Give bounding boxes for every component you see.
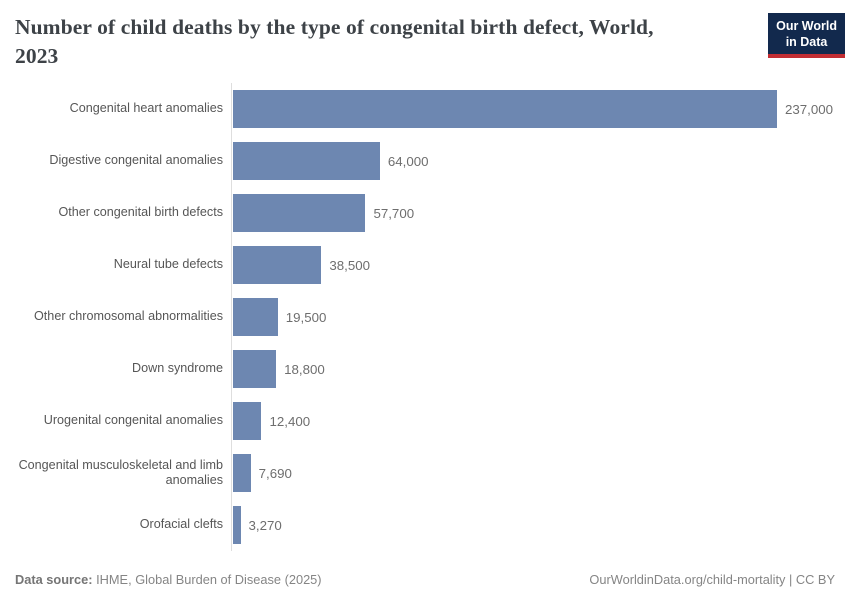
value-label: 57,700 xyxy=(373,205,415,221)
data-source: Data source: IHME, Global Burden of Dise… xyxy=(15,572,322,587)
chart-title-line1: Number of child deaths by the type of co… xyxy=(15,15,654,39)
chart-title-line2: 2023 xyxy=(15,44,59,69)
bar-area: 237,000 xyxy=(233,90,835,129)
chart-title: Number of child deaths by the type of co… xyxy=(15,13,654,71)
value-label: 12,400 xyxy=(269,413,311,429)
bar-area: 19,500 xyxy=(233,298,835,337)
bar[interactable] xyxy=(233,246,322,285)
data-source-text: IHME, Global Burden of Disease (2025) xyxy=(92,572,322,587)
value-label: 38,500 xyxy=(329,257,371,273)
bar-area: 57,700 xyxy=(233,194,835,233)
value-label: 64,000 xyxy=(387,153,429,169)
bar-row: Congenital heart anomalies 237,000 xyxy=(15,83,835,135)
bar-row: Congenital musculoskeletal and limb anom… xyxy=(15,447,835,499)
bar[interactable] xyxy=(233,142,380,181)
value-label: 18,800 xyxy=(284,361,325,377)
bar[interactable] xyxy=(233,506,241,545)
bar-area: 12,400 xyxy=(233,402,835,441)
bar-row: Orofacial clefts 3,270 xyxy=(15,499,835,551)
bar[interactable] xyxy=(233,350,277,389)
bar[interactable] xyxy=(233,454,251,493)
value-label: 3,270 xyxy=(248,517,282,533)
bar-row: Digestive congenital anomalies 64,000 xyxy=(15,135,835,187)
bars-container: Congenital heart anomalies 237,000 Digesti… xyxy=(15,83,835,551)
header: Number of child deaths by the type of co… xyxy=(0,0,850,71)
owid-logo[interactable]: Our World in Data xyxy=(768,13,845,58)
data-source-label: Data source: xyxy=(15,572,93,587)
category-label: Other congenital birth defects xyxy=(58,205,223,220)
category-label: Orofacial clefts xyxy=(139,517,223,532)
category-label: Neural tube defects xyxy=(113,257,223,272)
footer-links: OurWorldinData.org/child-mortality | CC … xyxy=(589,572,835,587)
category-label: Down syndrome xyxy=(132,361,223,376)
bar-area: 18,800 xyxy=(233,350,835,389)
owid-logo-line1: Our World xyxy=(776,19,837,33)
bar-area: 3,270 xyxy=(233,506,835,545)
bar-row: Neural tube defects 38,500 xyxy=(15,239,835,291)
footer: Data source: IHME, Global Burden of Dise… xyxy=(15,572,835,587)
category-label: Congenital heart anomalies xyxy=(69,101,223,116)
category-label: Urogenital congenital anomalies xyxy=(43,413,223,428)
category-label: Other chromosomal abnormalities xyxy=(34,309,223,324)
bar[interactable] xyxy=(233,194,366,233)
category-label: Congenital musculoskeletal and limb anom… xyxy=(18,457,223,488)
bar-row: Other chromosomal abnormalities 19,500 xyxy=(15,291,835,343)
value-label: 7,690 xyxy=(258,465,292,481)
bar-area: 38,500 xyxy=(233,246,835,285)
bar-row: Urogenital congenital anomalies 12,400 xyxy=(15,395,835,447)
bar-area: 7,690 xyxy=(233,454,835,493)
footer-separator: | xyxy=(785,572,796,587)
bar[interactable] xyxy=(233,90,777,129)
bar-chart: Congenital heart anomalies 237,000 Digesti… xyxy=(15,83,835,552)
owid-logo-line2: in Data xyxy=(785,35,828,49)
license-link[interactable]: CC BY xyxy=(795,572,835,587)
bar-area: 64,000 xyxy=(233,142,835,181)
bar[interactable] xyxy=(233,298,278,337)
category-label: Digestive congenital anomalies xyxy=(49,153,223,168)
value-label: 237,000 xyxy=(785,101,834,117)
bar-row: Other congenital birth defects 57,700 xyxy=(15,187,835,239)
bar[interactable] xyxy=(233,402,262,441)
footer-link[interactable]: OurWorldinData.org/child-mortality xyxy=(589,572,786,587)
y-axis-line xyxy=(231,83,232,552)
bar-row: Down syndrome 18,800 xyxy=(15,343,835,395)
value-label: 19,500 xyxy=(285,309,327,325)
